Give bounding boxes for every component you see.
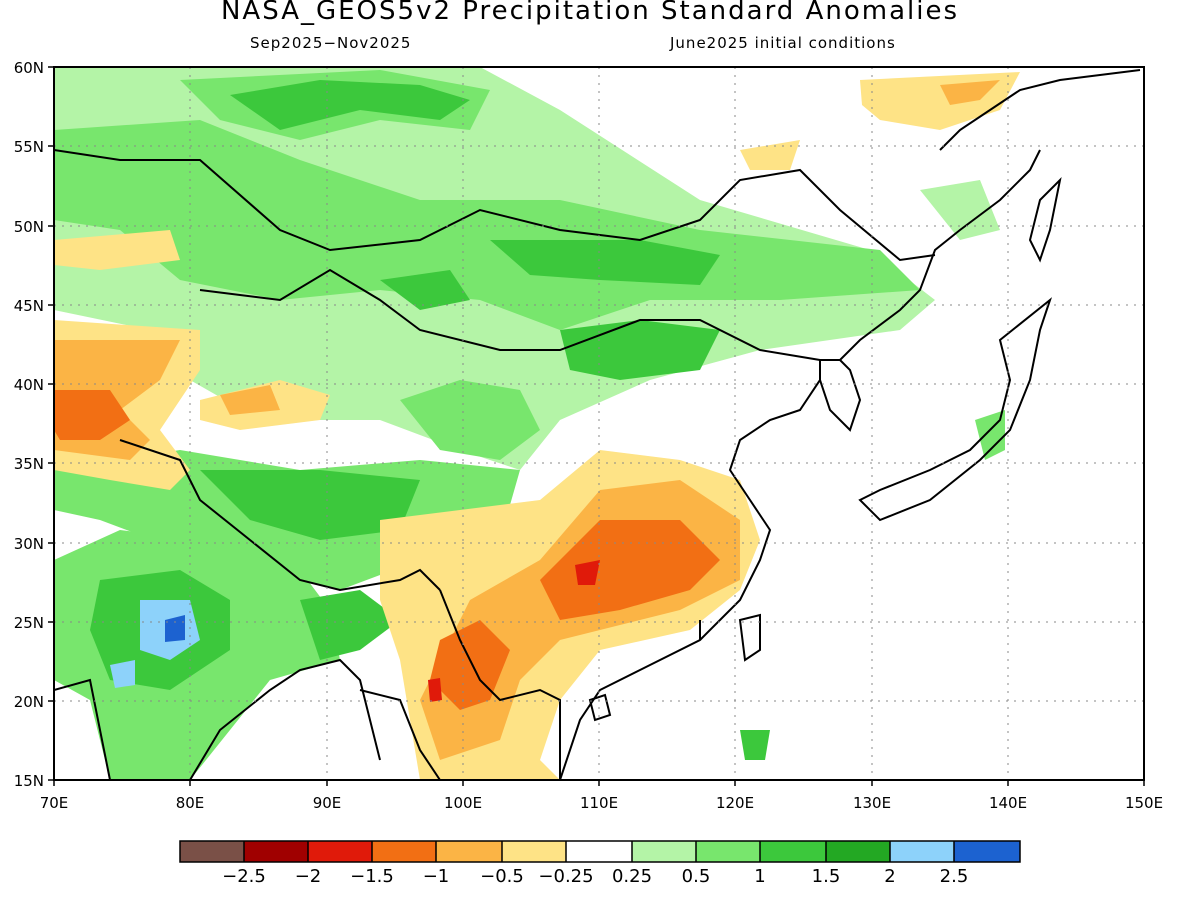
colorbar-label-1: −2 xyxy=(295,866,322,887)
colorbar-label-7: 0.5 xyxy=(682,866,711,887)
colorbar-label-8: 1 xyxy=(754,866,765,887)
colorbar-swatch-0 xyxy=(180,841,244,862)
lat-label-30n: 30N xyxy=(14,535,44,553)
lat-label-55n: 55N xyxy=(14,138,44,156)
lon-label-90e: 90E xyxy=(313,794,342,812)
colorbar-label-9: 1.5 xyxy=(812,866,841,887)
tick-marks xyxy=(48,66,1145,786)
lat-label-45n: 45N xyxy=(14,297,44,315)
colorbar-label-2: −1.5 xyxy=(350,866,394,887)
colorbar-label-0: −2.5 xyxy=(222,866,266,887)
lon-label-140e: 140E xyxy=(989,794,1027,812)
colorbar-swatch-9 xyxy=(760,841,826,862)
lon-label-130e: 130E xyxy=(853,794,891,812)
graticule xyxy=(54,67,1144,780)
init-conditions-label: June2025 initial conditions xyxy=(670,34,896,52)
lat-label-50n: 50N xyxy=(14,218,44,236)
colorbar-label-4: −0.5 xyxy=(480,866,524,887)
colorbar-label-3: −1 xyxy=(423,866,450,887)
lon-label-100e: 100E xyxy=(444,794,482,812)
lon-label-70e: 70E xyxy=(40,794,69,812)
colorbar-swatch-1 xyxy=(244,841,308,862)
colorbar-label-10: 2 xyxy=(884,866,895,887)
colorbar-swatch-3 xyxy=(372,841,436,862)
colorbar-swatch-7 xyxy=(632,841,696,862)
lon-label-120e: 120E xyxy=(716,794,754,812)
lon-label-150e: 150E xyxy=(1125,794,1163,812)
coastline-borders xyxy=(54,69,1141,780)
map-title: NASA_GEOS5v2 Precipitation Standard Anom… xyxy=(220,0,960,26)
lat-label-25n: 25N xyxy=(14,614,44,632)
colorbar-swatch-12 xyxy=(954,841,1020,862)
colorbar-swatch-8 xyxy=(696,841,760,862)
lat-label-60n: 60N xyxy=(14,59,44,77)
colorbar-swatch-10 xyxy=(826,841,890,862)
lat-label-35n: 35N xyxy=(14,455,44,473)
colorbar-swatch-4 xyxy=(436,841,502,862)
colorbar-label-5: −0.25 xyxy=(538,866,593,887)
lat-label-40n: 40N xyxy=(14,376,44,394)
colorbar: −2.5 −2 −1.5 −1 −0.5 −0.25 0.25 0.5 1 1.… xyxy=(179,840,1021,887)
season-label: Sep2025−Nov2025 xyxy=(250,34,412,52)
colorbar-swatch-5 xyxy=(502,841,566,862)
anomaly-field xyxy=(54,67,1144,780)
colorbar-swatch-2 xyxy=(308,841,372,862)
colorbar-swatch-11 xyxy=(890,841,954,862)
colorbar-swatch-6 xyxy=(566,841,632,862)
lat-label-15n: 15N xyxy=(14,772,44,790)
colorbar-label-6: 0.25 xyxy=(612,866,652,887)
colorbar-label-11: 2.5 xyxy=(940,866,969,887)
lon-label-80e: 80E xyxy=(176,794,205,812)
lon-label-110e: 110E xyxy=(580,794,618,812)
lat-label-20n: 20N xyxy=(14,693,44,711)
